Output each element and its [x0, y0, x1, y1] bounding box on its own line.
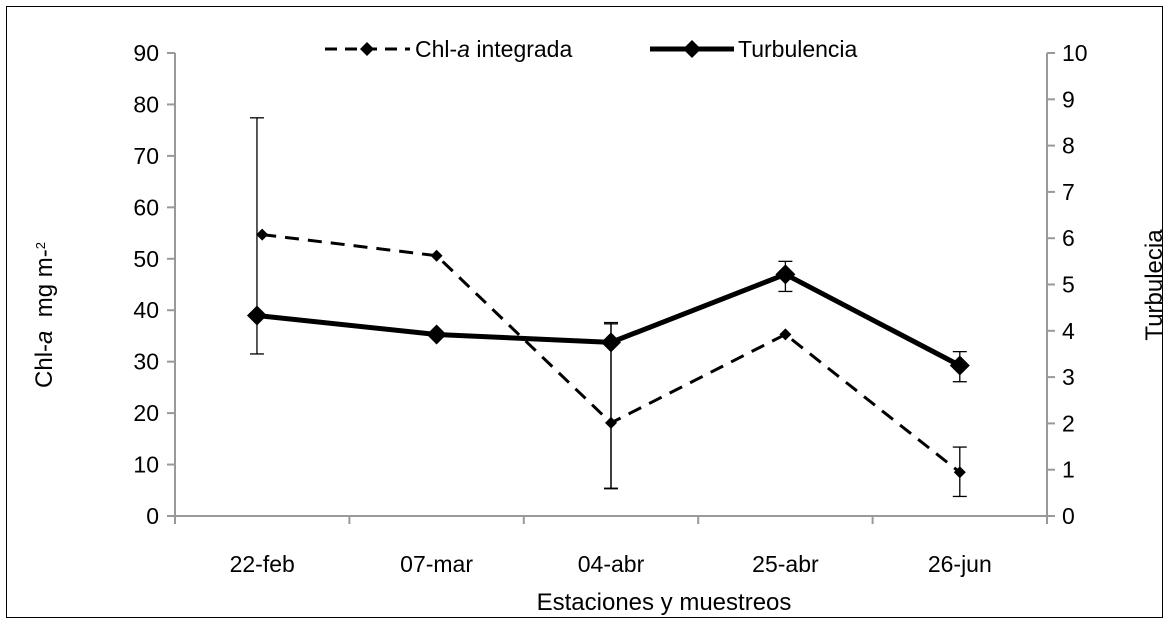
data-point: [256, 228, 269, 241]
y-left-tick-label: 60: [133, 194, 159, 220]
x-tick-label: 22-feb: [230, 551, 295, 577]
series-layer: [246, 117, 970, 498]
y-left-tick-label: 90: [133, 40, 159, 66]
x-axis-title: Estaciones y muestreos: [537, 589, 792, 616]
y-left-tick-label: 70: [133, 143, 159, 169]
y-axis-left: 0 10 20 30 40 50 60 70 80 90: [133, 40, 176, 529]
series-1: [246, 117, 970, 489]
legend-item-turbulencia: Turbulencia: [650, 36, 858, 62]
data-point: [949, 355, 970, 376]
data-point: [953, 466, 966, 479]
x-tick-label: 07-mar: [400, 551, 473, 577]
y-right-tick-label: 0: [1062, 503, 1075, 529]
y-axis-right-title: Turbulecia: [1141, 229, 1168, 341]
data-point: [601, 332, 621, 353]
x-tick-label: 04-abr: [578, 551, 645, 577]
legend-label-chl-a: Chl-a integrada: [415, 36, 572, 62]
x-axis: 22-feb 07-mar 04-abr 25-abr 26-jun: [174, 515, 1048, 577]
legend-marker-chl-a: [360, 42, 374, 56]
data-point: [246, 305, 267, 326]
x-tick-label: 26-jun: [928, 551, 992, 577]
legend-item-chl-a: Chl-a integrada: [325, 36, 572, 62]
y-right-tick-label: 9: [1062, 86, 1075, 112]
y-right-tick-label: 5: [1062, 272, 1075, 298]
series-line: [256, 271, 961, 368]
y-right-tick-label: 6: [1062, 225, 1075, 251]
y-left-tick-label: 0: [146, 503, 159, 529]
data-point: [430, 249, 443, 262]
y-right-tick-label: 2: [1062, 410, 1075, 436]
y-right-tick-label: 7: [1062, 179, 1075, 205]
y-left-tick-label: 10: [133, 452, 159, 478]
y-left-tick-label: 20: [133, 400, 159, 426]
y-right-tick-label: 10: [1062, 40, 1088, 66]
y-left-tick-label: 80: [133, 91, 159, 117]
y-left-tick-label: 40: [133, 297, 159, 323]
y-left-tick-label: 50: [133, 246, 159, 272]
data-point: [779, 328, 792, 341]
y-axis-left-title: Chl-a mg m-2: [31, 242, 58, 388]
x-tick-label: 25-abr: [752, 551, 819, 577]
legend-label-turbulencia: Turbulencia: [738, 36, 858, 62]
y-right-tick-label: 8: [1062, 133, 1075, 159]
y-right-tick-label: 4: [1062, 318, 1075, 344]
y-right-tick-label: 3: [1062, 364, 1075, 390]
data-point: [426, 324, 447, 345]
y-left-tick-label: 30: [133, 349, 159, 375]
y-right-tick-label: 1: [1062, 457, 1075, 483]
legend: Chl-a integrada Turbulencia: [325, 36, 858, 62]
data-point: [775, 264, 796, 285]
legend-marker-turbulencia: [683, 40, 701, 58]
y-axis-right: 0 1 2 3 4 5 6 7 8 9 10: [1046, 40, 1088, 529]
